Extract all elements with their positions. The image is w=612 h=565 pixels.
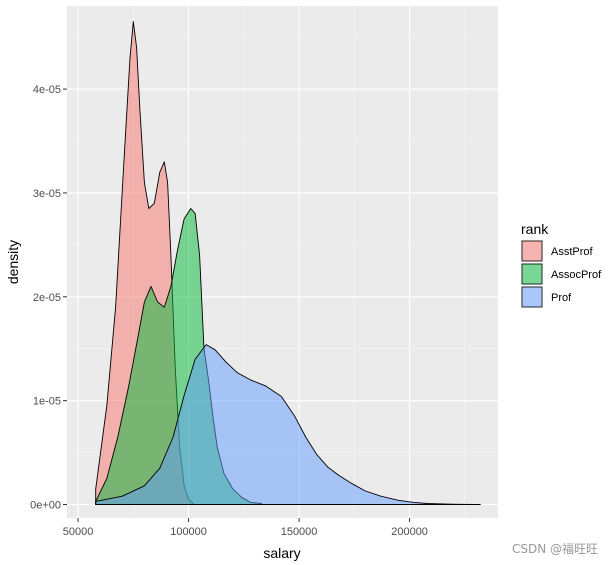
legend-swatch-assocprof [521,263,543,285]
y-tick-label: 2e-05 [33,292,61,304]
x-axis-ticks: 50000 100000 150000 200000 [63,518,428,538]
legend-swatch-asstprof [521,240,543,262]
y-axis-ticks: 0e+00 1e-05 2e-05 3e-05 4e-05 [30,84,67,511]
watermark: CSDN @福旺旺 [511,542,598,556]
x-axis-title: salary [263,545,300,561]
legend-title: rank [521,221,549,237]
legend-label-assocprof: AssocProf [551,269,602,281]
legend-label-asstprof: AsstProf [551,246,594,258]
y-tick-label: 3e-05 [33,188,61,200]
x-tick-label: 150000 [281,526,318,538]
y-tick-label: 0e+00 [30,499,61,511]
y-tick-label: 4e-05 [33,84,61,96]
legend-swatch-prof [521,286,543,308]
legend-label-prof: Prof [551,292,572,304]
legend: rank AsstProf AssocProf Prof [521,221,602,308]
y-axis-title: density [5,240,21,284]
density-areas [95,21,481,505]
density-area-prof [95,344,481,505]
x-tick-label: 100000 [170,526,207,538]
x-tick-label: 50000 [63,526,94,538]
y-tick-label: 1e-05 [33,396,61,408]
x-tick-label: 200000 [391,526,428,538]
